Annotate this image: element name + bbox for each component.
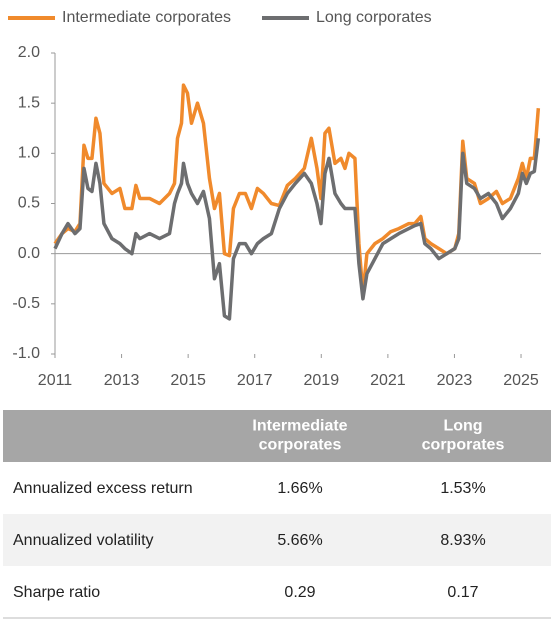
y-tick-label: 0.0 [18, 245, 40, 262]
x-tick-label: 2023 [437, 372, 473, 389]
x-tick-label: 2025 [503, 372, 539, 389]
column-header: Intermediate corporates [252, 418, 347, 454]
series-line [53, 138, 541, 321]
y-tick-label: -0.5 [12, 295, 40, 312]
x-tick-label: 2013 [104, 372, 140, 389]
x-tick-label: 2021 [370, 372, 406, 389]
table-cell: 1.53% [440, 480, 485, 497]
table-cell: 0.29 [284, 584, 315, 601]
table-cell: 5.66% [277, 532, 322, 549]
row-label: Annualized excess return [13, 480, 193, 497]
table-cell: 1.66% [277, 480, 322, 497]
table-cell: 8.93% [440, 532, 485, 549]
table-row-bg [3, 462, 551, 514]
legend-label: Long corporates [316, 9, 432, 26]
x-tick-label: 2011 [38, 372, 73, 389]
column-header: Long corporates [422, 418, 505, 454]
x-tick-label: 2015 [170, 372, 206, 389]
y-tick-label: 1.5 [18, 94, 40, 111]
legend-label: Intermediate corporates [62, 9, 231, 26]
table-row-bg [3, 566, 551, 618]
table-row-bg [3, 514, 551, 566]
row-label: Annualized volatility [13, 532, 154, 549]
x-tick-label: 2017 [237, 372, 273, 389]
y-tick-label: 0.5 [18, 195, 40, 212]
y-tick-label: 2.0 [18, 44, 40, 61]
y-tick-label: -1.0 [12, 345, 40, 362]
table-header-bg [3, 410, 551, 462]
y-tick-label: 1.0 [18, 145, 40, 162]
table-cell: 0.17 [447, 584, 478, 601]
row-label: Sharpe ratio [13, 584, 100, 601]
x-tick-label: 2019 [304, 372, 340, 389]
series-line [53, 83, 541, 296]
